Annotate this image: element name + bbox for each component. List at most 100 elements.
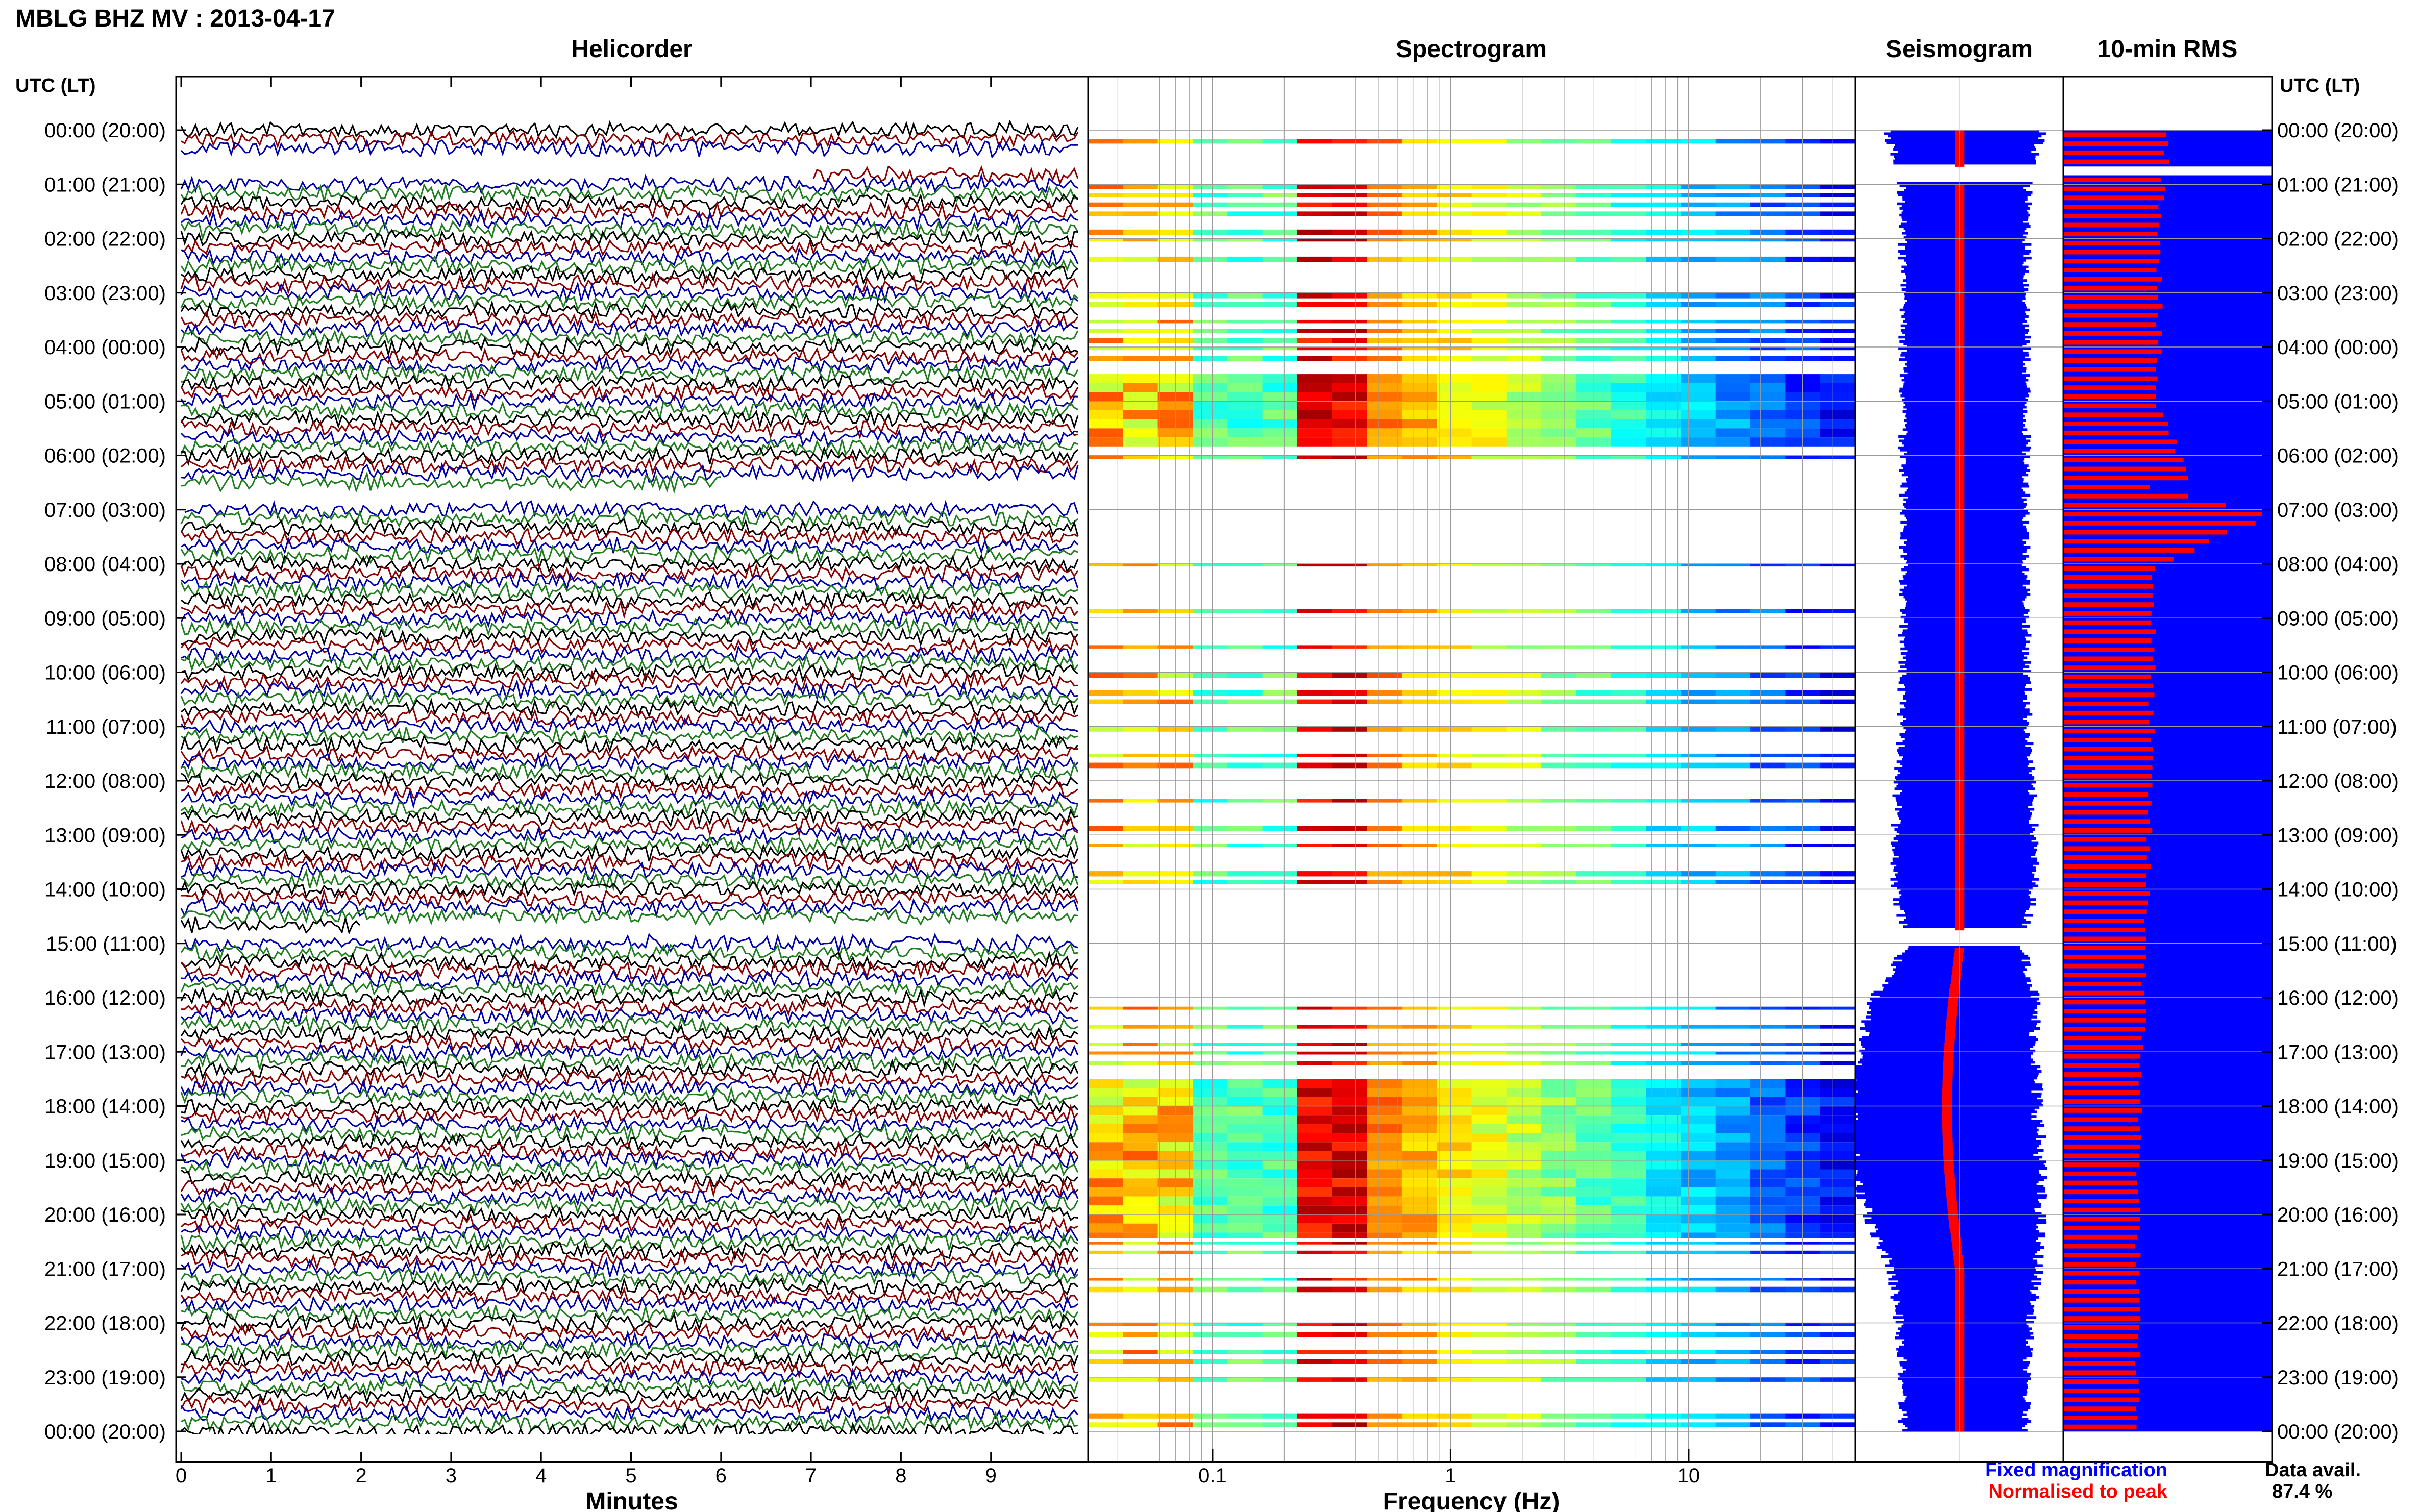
spectrogram-cell	[1681, 1377, 1716, 1382]
spectrogram-cell	[1367, 401, 1402, 410]
seismogram-fixed-segment	[1890, 153, 2039, 156]
seismogram-fixed-segment	[1905, 272, 2025, 276]
spectrogram-cell	[1437, 1178, 1472, 1187]
spectrogram-cell	[1088, 410, 1123, 419]
spectrogram-cell	[1471, 609, 1507, 613]
spectrogram-cell	[1297, 1124, 1332, 1133]
spectrogram-cell	[1401, 1133, 1437, 1143]
spectrogram-cell	[1820, 1006, 1855, 1010]
spectrogram-cell	[1227, 1377, 1263, 1382]
spectrogram-cell	[1332, 184, 1368, 189]
spectrogram-cell	[1157, 1332, 1193, 1337]
spectrogram-cell	[1297, 1169, 1332, 1179]
spectrogram-cell	[1506, 1097, 1542, 1106]
rms-normalised-bar	[2063, 1217, 2140, 1222]
spectrogram-cell	[1297, 383, 1332, 392]
spectrogram-cell	[1785, 826, 1821, 831]
seismogram-fixed-segment	[1903, 1356, 2027, 1360]
spectrogram-cell	[1157, 401, 1193, 410]
spectrogram-cell	[1401, 1052, 1437, 1055]
spectrogram-cell	[1681, 211, 1716, 216]
spectrogram-cell	[1785, 1286, 1821, 1293]
spectrogram-cell	[1262, 202, 1298, 207]
spectrogram-cell	[1471, 1250, 1507, 1254]
spectrogram-cell	[1750, 401, 1786, 410]
helicorder-trace	[181, 806, 1078, 828]
spectrogram-cell	[1227, 645, 1263, 649]
spectrogram-cell	[1611, 1151, 1646, 1160]
spectrogram-cell	[1367, 1025, 1402, 1029]
spectrogram-cell	[1471, 1332, 1507, 1337]
spectrogram-cell	[1262, 329, 1298, 333]
seismogram-normalised-segment	[1955, 772, 1965, 777]
seismogram-normalised-segment	[1955, 541, 1965, 547]
spectrogram-cell	[1611, 229, 1646, 235]
spectrogram-cell	[1437, 645, 1472, 649]
helicorder-trace	[181, 725, 1078, 746]
spectrogram-cell	[1157, 1359, 1193, 1364]
seismogram-fixed-segment	[1895, 1309, 2034, 1312]
spectrogram-cell	[1193, 799, 1228, 803]
seismogram-fixed-segment	[1906, 602, 2024, 605]
seismogram-normalised-segment	[1955, 401, 1965, 407]
seismogram-normalised-segment	[1955, 749, 1965, 754]
rms-normalised-bar	[2063, 1117, 2138, 1122]
spectrogram-cell	[1297, 338, 1332, 343]
spectrogram-cell	[1088, 1115, 1123, 1124]
seismogram-normalised-segment	[1955, 1391, 1965, 1396]
spectrogram-cell	[1367, 1043, 1402, 1046]
spectrogram-cell	[1715, 1413, 1751, 1419]
spectrogram-cell	[1193, 229, 1228, 235]
seismogram-fixed-segment	[1906, 1368, 2024, 1371]
spectrogram-cell	[1681, 1359, 1716, 1364]
spectrogram-cell	[1401, 428, 1437, 438]
spectrogram-cell	[1367, 1106, 1402, 1116]
spectrogram-cell	[1401, 1187, 1437, 1197]
spectrogram-cell	[1227, 609, 1263, 613]
spectrogram-cell	[1820, 699, 1855, 704]
spectrogram-cell	[1227, 1106, 1263, 1116]
spectrogram-cell	[1715, 1422, 1751, 1427]
minutes-tick-label: 0	[176, 1465, 187, 1487]
spectrogram-cell	[1471, 1205, 1507, 1214]
spectrogram-cell	[1262, 1169, 1298, 1179]
seismogram-fixed-segment	[1893, 1316, 2037, 1319]
spectrogram-cell	[1715, 455, 1751, 459]
spectrogram-cell	[1088, 383, 1123, 392]
seismogram-normalised-segment	[1955, 1408, 1965, 1414]
spectrogram-cell	[1820, 292, 1855, 299]
seismogram-fixed-segment	[1895, 143, 2035, 146]
seismogram-normalised-segment	[1955, 473, 1965, 479]
spectrogram-cell	[1193, 1133, 1228, 1143]
spectrogram-cell	[1715, 347, 1751, 351]
rms-normalised-bar	[2063, 909, 2147, 914]
spectrogram-cell	[1123, 564, 1158, 567]
seismogram-normalised-segment	[1955, 311, 1965, 316]
spectrogram-cell	[1715, 1232, 1751, 1238]
seismogram-fixed-segment	[1902, 674, 2028, 678]
spectrogram-cell	[1088, 1377, 1123, 1382]
seismogram-fixed-segment	[1899, 905, 2030, 908]
seismogram-normalised-segment	[1955, 681, 1965, 687]
spectrogram-cell	[1193, 1043, 1228, 1046]
spectrogram-cell	[1750, 1196, 1786, 1206]
spectrogram-cell	[1262, 1422, 1298, 1427]
spectrogram-cell	[1193, 699, 1228, 704]
seismogram-normalised-segment	[1955, 478, 1965, 483]
seismogram-normalised-segment	[1955, 365, 1965, 370]
spectrogram-cell	[1646, 1025, 1681, 1029]
spectrogram-cell	[1401, 1413, 1437, 1419]
seismogram-normalised-segment	[1942, 1137, 1953, 1143]
spectrogram-cell	[1646, 1097, 1681, 1106]
rms-normalised-bar	[2063, 385, 2156, 390]
spectrogram-cell	[1297, 1052, 1332, 1055]
spectrogram-cell	[1262, 1142, 1298, 1151]
spectrogram-cell	[1681, 880, 1716, 884]
seismogram-normalised-segment	[1955, 623, 1965, 628]
seismogram-normalised-segment	[1943, 1147, 1953, 1152]
spectrogram-cell	[1227, 1052, 1263, 1055]
spectrogram-cell	[1750, 1160, 1786, 1170]
spectrogram-cell	[1681, 1160, 1716, 1170]
rms-normalised-bar	[2063, 304, 2163, 309]
spectrogram-cell	[1367, 1413, 1402, 1419]
